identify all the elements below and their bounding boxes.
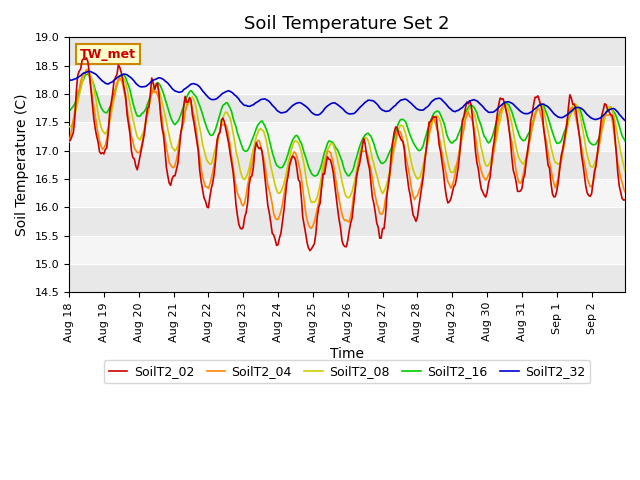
Bar [69, 94, 625, 122]
Line: SoilT2_04: SoilT2_04 [69, 70, 625, 228]
Bar [69, 236, 625, 264]
Bar [69, 179, 625, 207]
Line: SoilT2_32: SoilT2_32 [69, 72, 625, 120]
Line: SoilT2_16: SoilT2_16 [69, 74, 625, 176]
Title: Soil Temperature Set 2: Soil Temperature Set 2 [244, 15, 450, 33]
Bar [69, 207, 625, 236]
Bar [69, 66, 625, 94]
Bar [69, 264, 625, 292]
Legend: SoilT2_02, SoilT2_04, SoilT2_08, SoilT2_16, SoilT2_32: SoilT2_02, SoilT2_04, SoilT2_08, SoilT2_… [104, 360, 590, 383]
Line: SoilT2_08: SoilT2_08 [69, 71, 625, 202]
Text: TW_met: TW_met [80, 48, 136, 60]
Bar [69, 151, 625, 179]
X-axis label: Time: Time [330, 348, 364, 361]
Y-axis label: Soil Temperature (C): Soil Temperature (C) [15, 94, 29, 236]
Bar [69, 37, 625, 66]
Line: SoilT2_02: SoilT2_02 [69, 58, 625, 251]
Bar [69, 122, 625, 151]
